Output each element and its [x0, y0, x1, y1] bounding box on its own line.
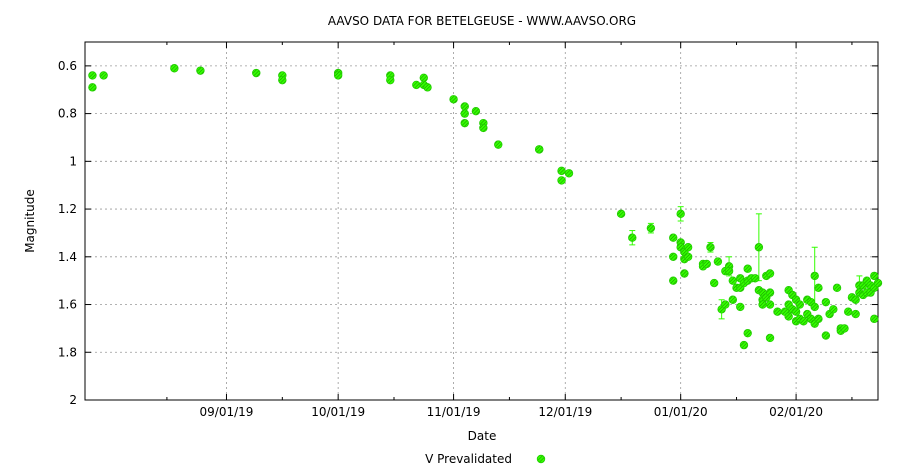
- data-point: [646, 223, 656, 233]
- data-point: [423, 83, 432, 92]
- legend: V Prevalidated: [425, 452, 546, 466]
- data-point: [728, 276, 738, 285]
- data-point: [278, 75, 287, 85]
- x-tick-labels: 09/01/19 10/01/19 11/01/19 12/01/19 01/01/20…: [200, 405, 824, 419]
- data-point: [765, 269, 775, 278]
- x-axis-label: Date: [468, 429, 497, 443]
- data-point: [728, 295, 738, 304]
- data-point: [669, 233, 678, 242]
- x-tick-label: 01/01/20: [654, 405, 708, 419]
- data-point: [616, 209, 626, 219]
- data-point: [669, 252, 678, 261]
- data-point: [449, 95, 458, 104]
- data-point: [773, 307, 782, 316]
- y-tick-label: 1.2: [58, 202, 77, 216]
- data-point: [709, 278, 719, 288]
- data-point: [743, 264, 752, 273]
- data-point: [840, 324, 849, 333]
- data-point: [460, 102, 469, 111]
- chart-title: AAVSO DATA FOR BETELGEUSE - WWW.AAVSO.OR…: [328, 14, 636, 28]
- data-point: [680, 269, 689, 278]
- data-point: [799, 317, 808, 326]
- data-point: [765, 300, 775, 309]
- y-tick-label: 1.4: [58, 250, 77, 264]
- data-point: [765, 288, 775, 297]
- data-point: [535, 145, 544, 154]
- y-tick-label: 1.6: [58, 298, 77, 312]
- x-tick-label: 11/01/19: [427, 405, 481, 419]
- data-point: [557, 176, 566, 185]
- data-point: [333, 71, 343, 80]
- data-point: [99, 71, 108, 80]
- data-points: [88, 64, 883, 350]
- y-tick-label: 1.8: [58, 345, 77, 359]
- data-point: [754, 243, 764, 252]
- data-point: [821, 331, 831, 340]
- data-point: [814, 314, 823, 324]
- data-point: [750, 274, 760, 283]
- y-tick-label: 0.6: [58, 59, 77, 73]
- data-point: [683, 252, 693, 261]
- data-point: [844, 307, 853, 316]
- data-point: [628, 233, 637, 242]
- data-point: [412, 80, 421, 90]
- data-point: [821, 297, 831, 307]
- data-point: [676, 209, 685, 219]
- x-tick-label: 09/01/19: [200, 405, 254, 419]
- data-point: [479, 123, 488, 133]
- data-point: [739, 340, 749, 350]
- data-point: [829, 305, 838, 314]
- y-tick-labels: 0.6 0.8 1 1.2 1.4 1.6 1.8 2: [58, 59, 77, 407]
- data-point: [724, 266, 734, 276]
- data-point: [851, 295, 860, 304]
- y-tick-label: 0.8: [58, 107, 77, 121]
- y-tick-label: 2: [69, 393, 77, 407]
- legend-marker: [536, 454, 546, 464]
- data-point: [386, 75, 395, 85]
- legend-label: V Prevalidated: [425, 452, 512, 466]
- data-point: [814, 283, 823, 293]
- data-point: [743, 328, 752, 338]
- y-tick-label: 1: [69, 154, 77, 168]
- data-point: [88, 71, 97, 80]
- data-point: [564, 169, 574, 178]
- data-point: [870, 314, 879, 324]
- data-point: [795, 300, 805, 309]
- x-tick-label: 10/01/19: [311, 405, 365, 419]
- data-point: [873, 278, 883, 288]
- grid-lines: [85, 42, 878, 400]
- y-axis-label: Magnitude: [23, 189, 37, 253]
- data-point: [88, 83, 97, 92]
- data-point: [494, 140, 503, 149]
- data-point: [758, 300, 767, 309]
- data-point: [851, 309, 860, 319]
- data-point: [810, 271, 819, 281]
- x-tick-label: 02/01/20: [769, 405, 823, 419]
- data-point: [713, 257, 723, 266]
- data-point: [706, 243, 715, 252]
- data-point: [832, 283, 842, 293]
- data-point: [196, 66, 205, 75]
- data-point: [460, 118, 469, 128]
- data-point: [471, 107, 481, 116]
- data-point: [669, 276, 678, 285]
- data-point: [683, 243, 693, 252]
- data-point: [721, 300, 730, 309]
- data-point: [460, 109, 469, 118]
- plot-background: [85, 42, 878, 400]
- data-point: [170, 64, 179, 73]
- data-point: [557, 166, 566, 176]
- data-point: [791, 307, 801, 316]
- data-point: [810, 302, 819, 312]
- data-point: [870, 271, 879, 281]
- data-point: [736, 302, 745, 312]
- plot-frame: [84, 41, 879, 401]
- data-point: [765, 333, 775, 343]
- x-tick-label: 12/01/19: [538, 405, 592, 419]
- data-point: [419, 73, 428, 82]
- data-point: [784, 312, 793, 321]
- data-point: [702, 259, 711, 269]
- data-point: [252, 68, 261, 78]
